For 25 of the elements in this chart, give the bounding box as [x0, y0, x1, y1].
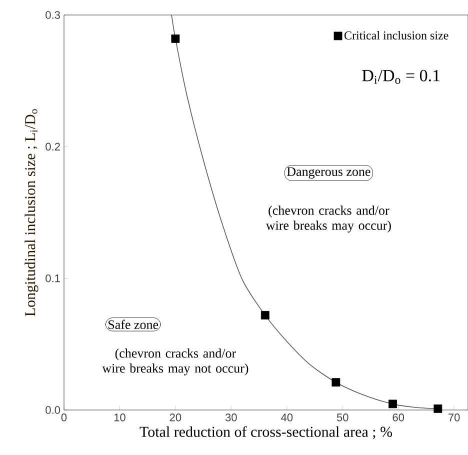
- y-tick-label: 0.0: [46, 406, 60, 414]
- annotation: D$_{i}$/D$_{o}$ = 0.1: [362, 70, 440, 84]
- x-tick-label: 20: [170, 414, 182, 422]
- legend-label: Critical inclusion size: [344, 31, 448, 40]
- annotation: Safe zone: [108, 320, 158, 330]
- x-axis-title: Total reduction of cross-sectional area ; %: [140, 426, 392, 440]
- x-tick-label: 0: [61, 414, 67, 422]
- point: [260, 311, 270, 320]
- x-tick-label: 50: [336, 414, 348, 422]
- point: [332, 378, 340, 387]
- y-tick-label: 0.1: [46, 274, 60, 282]
- point: [388, 400, 397, 408]
- point: [434, 404, 442, 413]
- y-tick-label: 0.3: [46, 11, 60, 19]
- annotation: (chevron cracks and/or wire breaks may occur): [266, 206, 391, 232]
- annotation: (chevron cracks and/or wire breaks may not occur): [102, 348, 248, 376]
- annotation: Dangerous zone: [287, 167, 370, 179]
- point: [171, 34, 180, 43]
- x-tick-label: 30: [225, 414, 237, 422]
- x-tick-label: 40: [281, 414, 293, 422]
- y-axis-title: Longitudinal inclusion size ; L$_{i}$/D$_{o}$: [24, 109, 38, 316]
- x-tick-label: 10: [114, 414, 126, 422]
- y-tick-label: 0.2: [46, 142, 60, 151]
- x-tick-label: 60: [392, 414, 404, 422]
- x-tick-label: 70: [448, 414, 460, 422]
